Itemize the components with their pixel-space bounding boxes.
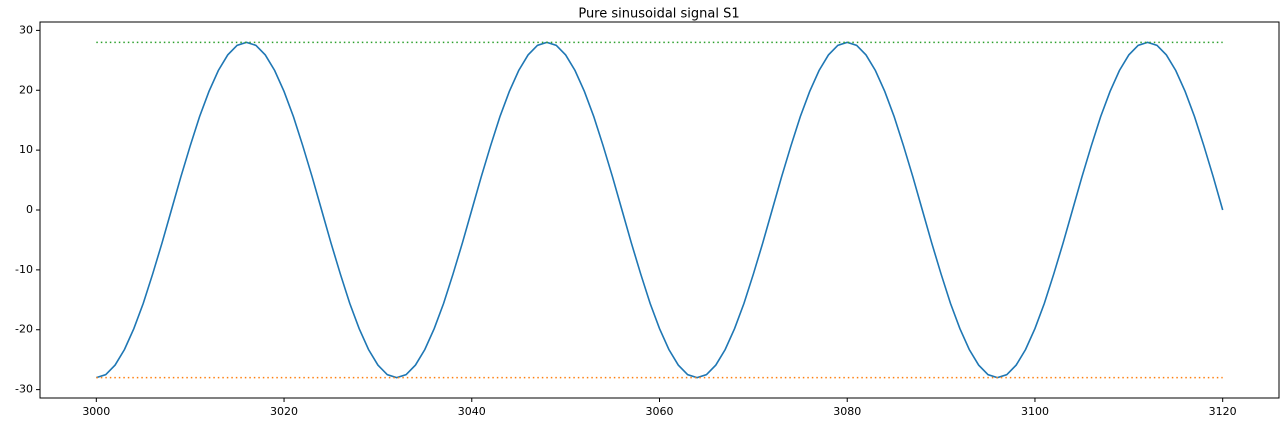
y-tick-label: 20 <box>19 83 33 96</box>
y-tick-label: -10 <box>15 263 33 276</box>
y-tick-label: -20 <box>15 323 33 336</box>
chart-title: Pure sinusoidal signal S1 <box>578 7 739 22</box>
y-tick-label: 10 <box>19 143 33 156</box>
plot-frame <box>39 21 1280 399</box>
x-tick-label: 3000 <box>82 405 110 418</box>
line <box>96 41 1224 379</box>
x-tick-label: 3120 <box>1209 405 1237 418</box>
x-tick-label: 3080 <box>833 405 861 418</box>
x-tick-label: 3040 <box>458 405 486 418</box>
y-tick-label: 0 <box>26 203 33 216</box>
x-tick-label: 3100 <box>1021 405 1049 418</box>
y-tick-label: -30 <box>15 383 33 396</box>
x-tick-label: 3060 <box>646 405 674 418</box>
x-tick-label: 3020 <box>270 405 298 418</box>
y-tick-label: 30 <box>19 23 33 36</box>
